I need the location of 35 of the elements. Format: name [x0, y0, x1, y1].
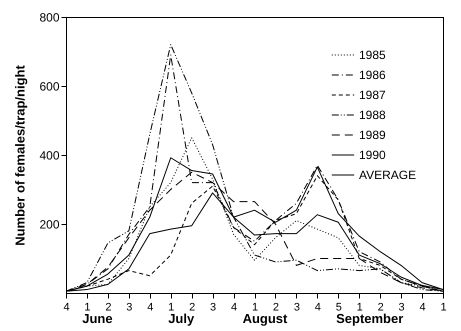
- x-tick-label: 4: [419, 302, 426, 314]
- text: September: [336, 311, 404, 326]
- legend-label: 1987: [359, 88, 386, 102]
- x-tick-label: 4: [147, 302, 154, 314]
- x-tick-label: 2: [272, 302, 280, 314]
- x-tick-label: 3: [294, 302, 300, 314]
- x-tick-label: 2: [378, 302, 384, 314]
- text: August: [242, 311, 288, 326]
- x-tick-label: 3: [398, 302, 405, 314]
- x-tick-label: 4: [314, 302, 321, 314]
- x-tick-label: 2: [105, 302, 112, 314]
- legend-label: 1990: [359, 148, 386, 162]
- y-tick-label: 400: [39, 148, 60, 162]
- legend-label: 1986: [359, 68, 386, 82]
- x-tick-label: 5: [336, 302, 342, 314]
- x-tick-label: 3: [210, 302, 216, 314]
- y-axis-title: Number of females/trap/night: [12, 64, 28, 246]
- y-tick-label: 600: [39, 80, 60, 94]
- x-tick-label: 1: [356, 302, 363, 314]
- x-tick-label: 2: [189, 302, 196, 314]
- x-tick-label: 1: [252, 302, 258, 314]
- legend-label: 1985: [359, 48, 386, 62]
- y-tick-label: 800: [39, 10, 60, 24]
- legend-label: 1988: [359, 108, 386, 122]
- legend-label: 1989: [359, 128, 386, 142]
- x-tick-label: 1: [440, 302, 447, 314]
- text: June: [82, 311, 113, 326]
- x-tick-label: 3: [126, 302, 132, 314]
- x-tick-label: 1: [168, 302, 174, 314]
- legend-label: AVERAGE: [359, 168, 416, 182]
- x-tick-label: 1: [84, 302, 91, 314]
- text: July: [168, 311, 195, 326]
- x-tick-label: 4: [230, 302, 238, 314]
- x-tick-label: 4: [63, 302, 70, 314]
- y-tick-label: 200: [39, 218, 60, 232]
